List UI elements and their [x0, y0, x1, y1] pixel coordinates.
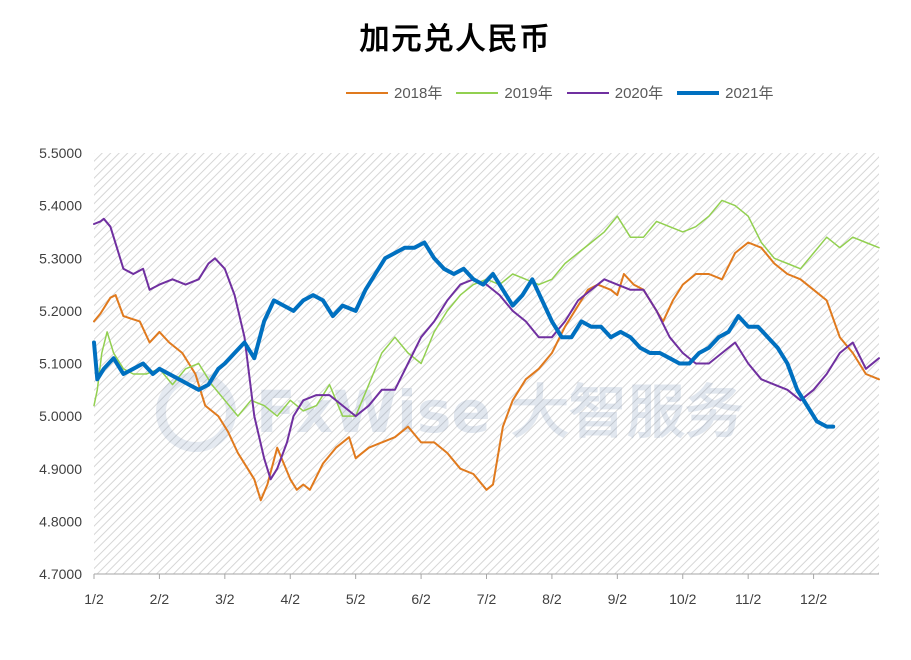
- y-tick-label: 5.3000: [39, 250, 82, 266]
- legend-item: 2021年: [677, 82, 774, 103]
- y-tick-label: 4.8000: [39, 513, 82, 529]
- x-tick-label: 5/2: [346, 591, 366, 607]
- legend-swatch: [566, 91, 609, 94]
- y-tick-label: 5.2000: [39, 303, 82, 319]
- legend-swatch: [346, 91, 388, 94]
- y-tick-label: 4.9000: [39, 461, 82, 477]
- legend-label: 2019年: [504, 85, 553, 102]
- legend-swatch: [677, 90, 720, 95]
- x-tick-label: 4/2: [281, 591, 301, 607]
- series-line-1: [93, 241, 880, 502]
- x-tick-label: 1/2: [84, 591, 104, 607]
- legend-swatch: [456, 91, 499, 94]
- x-tick-label: 9/2: [608, 591, 628, 607]
- legend-item: 2020年: [566, 82, 664, 103]
- x-tick-label: 6/2: [411, 591, 431, 607]
- x-tick-label: 2/2: [150, 591, 170, 607]
- series-lines: [92, 199, 880, 502]
- watermark-text: FxWise 大智服务: [256, 378, 743, 446]
- x-tick-label: 7/2: [477, 591, 497, 607]
- legend-item: 2019年: [456, 82, 553, 103]
- watermark: FxWise 大智服务: [156, 372, 743, 452]
- series-line-2: [93, 199, 880, 417]
- x-tick-label: 8/2: [542, 591, 562, 607]
- series-line-3: [93, 217, 880, 481]
- x-tick-label: 3/2: [215, 591, 235, 607]
- plot-background: [94, 153, 879, 574]
- x-tick-label: 11/2: [735, 591, 761, 607]
- series-line-4: [92, 240, 836, 429]
- y-tick-label: 4.7000: [39, 566, 82, 582]
- legend: 2018年 2019年 2020年 2021年: [346, 82, 774, 103]
- chart-title: 加元兑人民币: [359, 22, 552, 57]
- legend-label: 2021年: [725, 85, 774, 102]
- y-tick-label: 5.1000: [39, 356, 82, 372]
- y-tick-label: 5.4000: [39, 198, 82, 214]
- legend-label: 2020年: [614, 85, 664, 102]
- x-tick-label: 10/2: [669, 591, 696, 607]
- y-tick-label: 5.0000: [39, 408, 82, 424]
- legend-label: 2018年: [394, 85, 443, 102]
- x-tick-label: 12/2: [800, 591, 827, 607]
- y-tick-label: 5.5000: [39, 145, 82, 161]
- x-axis: 1/2 2/2 3/2 4/2 5/2 6/2 7/2 8/2 9/2 10/2 11/2 12/2: [84, 574, 827, 607]
- legend-item: 2018年: [346, 82, 442, 103]
